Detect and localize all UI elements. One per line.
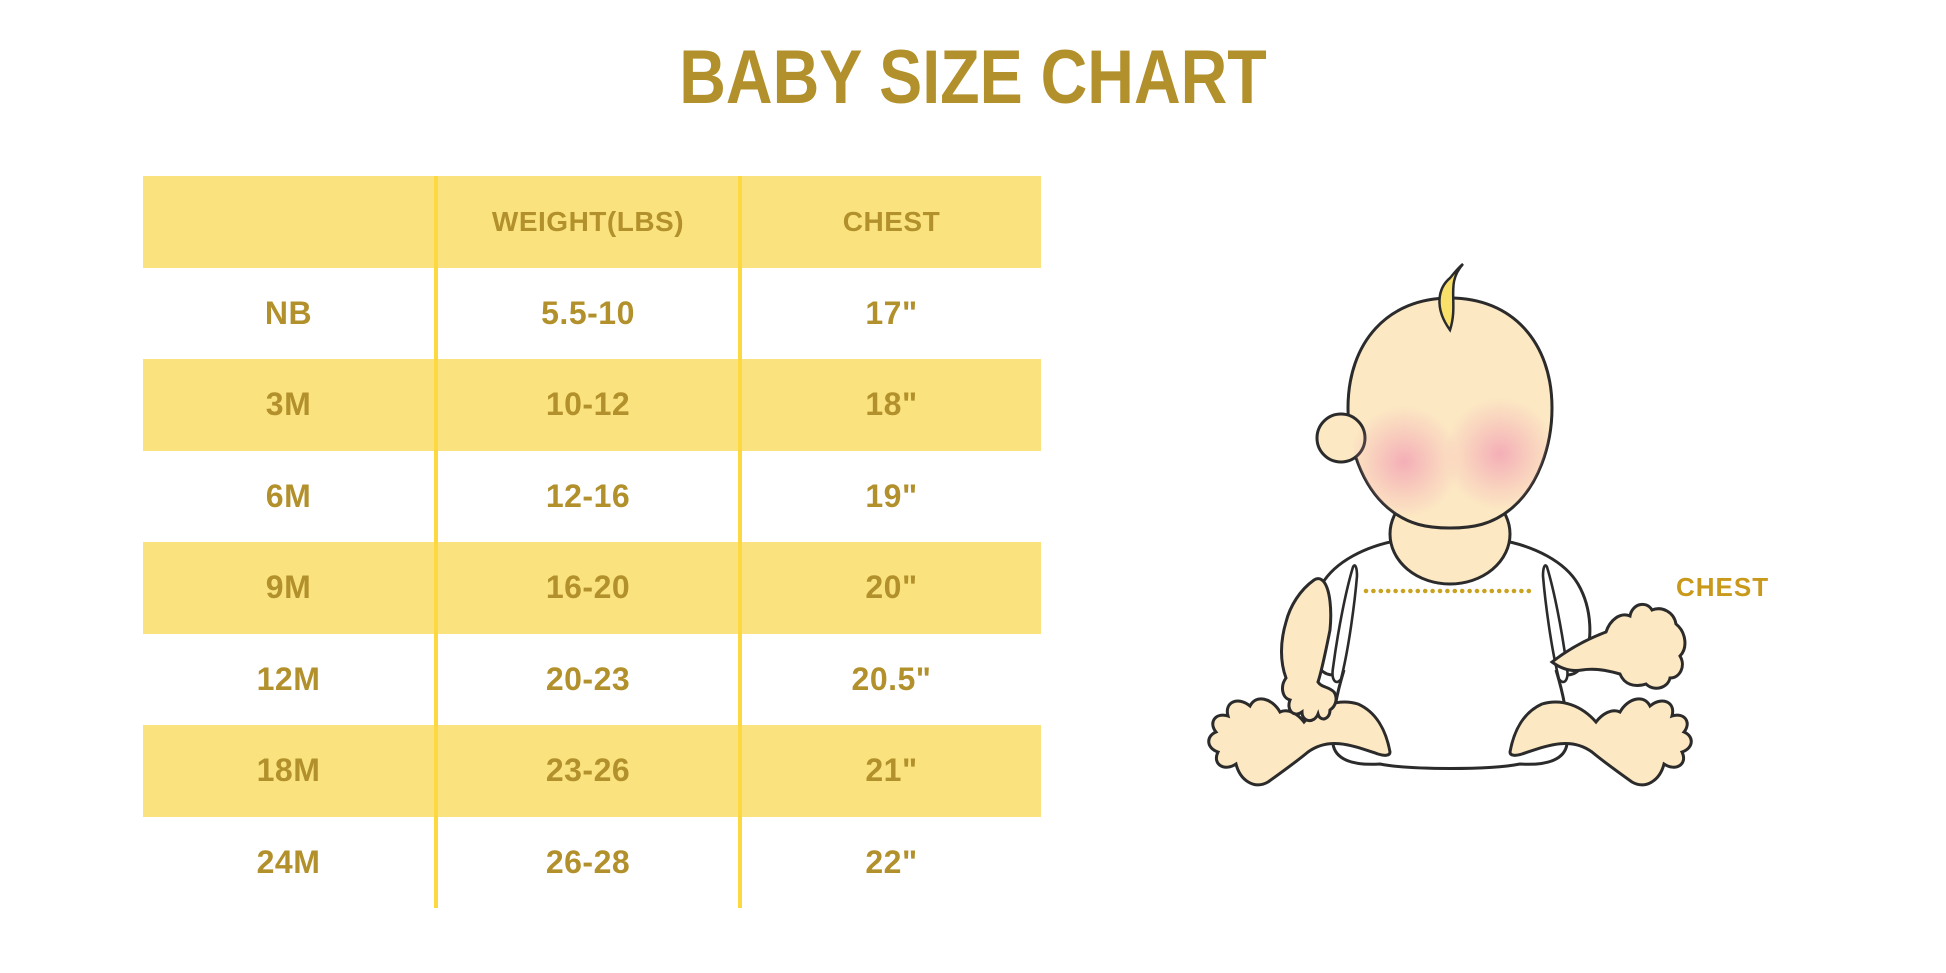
- size-cell: 9M: [265, 569, 312, 606]
- weight-cell: 12-16: [434, 450, 740, 542]
- page-title: BABY SIZE CHART: [679, 35, 1267, 120]
- chest-cell: 22": [738, 816, 1041, 908]
- baby-right-leg: [1508, 697, 1693, 787]
- header-chest: CHEST: [738, 176, 1041, 268]
- baby-illustration-svg: [1207, 263, 1693, 787]
- weight-cell: 23-26: [434, 725, 740, 817]
- chest-cell: 19": [738, 450, 1041, 542]
- table-row: 9M 16-20 20": [143, 542, 1041, 634]
- baby-right-arm-fist: [1549, 602, 1687, 690]
- header-weight: WEIGHT(LBS): [434, 176, 740, 268]
- table-row: 3M 10-12 18": [143, 359, 1041, 451]
- baby-illustration: [1150, 250, 1750, 850]
- table-row: 18M 23-26 21": [143, 725, 1041, 817]
- chest-cell: 21": [738, 725, 1041, 817]
- table-row: 12M 20-23 20.5": [143, 633, 1041, 725]
- right-sleeve-opening: [1541, 564, 1569, 684]
- size-cell: 12M: [256, 660, 321, 697]
- chest-cell: 20": [738, 542, 1041, 634]
- table-row: NB 5.5-10 17": [143, 267, 1041, 359]
- baby-left-cheek: [1348, 406, 1460, 518]
- weight-cell: 26-28: [434, 816, 740, 908]
- baby-right-cheek: [1444, 398, 1552, 510]
- table-row: 24M 26-28 22": [143, 816, 1041, 908]
- table-header-row: WEIGHT(LBS) CHEST: [143, 176, 1041, 268]
- table-row: 6M 12-16 19": [143, 450, 1041, 542]
- baby-left-leg: [1207, 697, 1392, 787]
- weight-cell: 5.5-10: [434, 267, 740, 359]
- baby-hair-curl: [1438, 263, 1464, 333]
- chest-cell: 18": [738, 359, 1041, 451]
- size-cell: 3M: [265, 386, 312, 423]
- weight-cell: 10-12: [434, 359, 740, 451]
- weight-cell: 20-23: [434, 633, 740, 725]
- size-cell: 18M: [256, 752, 321, 789]
- header-size: [143, 176, 436, 268]
- size-cell: 24M: [256, 843, 321, 880]
- chest-annotation-label: CHEST: [1676, 572, 1770, 602]
- chest-cell: 17": [738, 267, 1041, 359]
- baby-left-arm: [1280, 577, 1338, 722]
- size-table: WEIGHT(LBS) CHEST NB 5.5-10 17" 3M 10-12…: [143, 176, 1041, 908]
- size-cell: 6M: [265, 477, 312, 514]
- left-sleeve-opening: [1331, 564, 1359, 684]
- size-cell: NB: [264, 294, 313, 331]
- chest-cell: 20.5": [738, 633, 1041, 725]
- weight-cell: 16-20: [434, 542, 740, 634]
